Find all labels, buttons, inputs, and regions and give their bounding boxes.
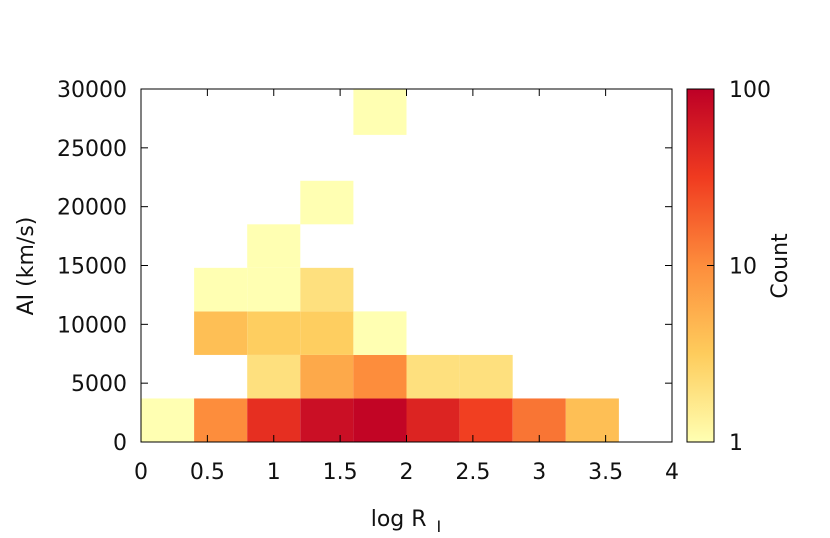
x-tick-label: 1.5: [323, 460, 358, 485]
x-axis-ticks: 0 0.5 1 1.5 2 2.5 3 3.5 4: [134, 89, 679, 485]
heatmap-cell: [194, 311, 248, 355]
heatmap-cell: [300, 354, 354, 399]
y-tick-label: 30000: [57, 78, 127, 103]
colorbar-tick-label: 100: [729, 78, 771, 103]
heatmap-cell: [512, 398, 566, 442]
heatmap-cell: [247, 267, 301, 312]
heatmap-cell: [141, 398, 195, 442]
colorbar-tick-label: 1: [729, 431, 743, 456]
heatmap-cell: [300, 311, 354, 355]
x-axis-label: log R I: [371, 507, 442, 536]
heatmap-cell: [459, 354, 513, 399]
heatmap-cell: [300, 267, 354, 312]
x-axis-label-subscript: I: [437, 517, 442, 536]
y-tick-label: 10000: [57, 313, 127, 338]
y-axis-ticks: 0 5000 10000 15000 20000 25000 30000: [57, 78, 672, 456]
heatmap-cell: [247, 311, 301, 355]
y-tick-label: 25000: [57, 137, 127, 162]
heatmap-cell: [247, 224, 301, 268]
heatmap-cell: [353, 398, 407, 442]
y-tick-label: 15000: [57, 255, 127, 280]
heatmap-cell: [194, 267, 248, 312]
y-tick-label: 20000: [57, 196, 127, 221]
heatmap-cell: [353, 89, 407, 135]
heatmap-cell: [353, 354, 407, 399]
y-tick-label: 5000: [71, 372, 127, 397]
colorbar-ticks: 1 10 100: [707, 78, 771, 456]
y-axis-label: AI (km/s): [14, 217, 39, 316]
heatmap-cell: [565, 398, 619, 442]
x-tick-label: 3.5: [588, 460, 623, 485]
heatmap-cell: [247, 398, 301, 442]
x-tick-label: 4: [665, 460, 679, 485]
x-tick-label: 1: [267, 460, 281, 485]
colorbar-tick-label: 10: [729, 255, 757, 280]
heatmap-cell: [406, 398, 460, 442]
x-tick-label: 3: [532, 460, 546, 485]
x-tick-label: 2.5: [455, 460, 490, 485]
colorbar-label: Count: [768, 233, 793, 299]
y-tick-label: 0: [113, 431, 127, 456]
heatmap-cell: [247, 354, 301, 399]
heatmap-cell: [194, 398, 248, 442]
heatmap-cell: [353, 311, 407, 355]
heatmap-cell: [300, 398, 354, 442]
heatmap-cells: [141, 89, 619, 442]
heatmap-cell: [300, 180, 354, 225]
x-axis-label-text: log R: [371, 507, 427, 532]
heatmap-cell: [459, 398, 513, 442]
x-tick-label: 0.5: [190, 460, 225, 485]
heatmap-cell: [406, 354, 460, 399]
x-tick-label: 2: [400, 460, 414, 485]
x-tick-label: 0: [134, 460, 148, 485]
